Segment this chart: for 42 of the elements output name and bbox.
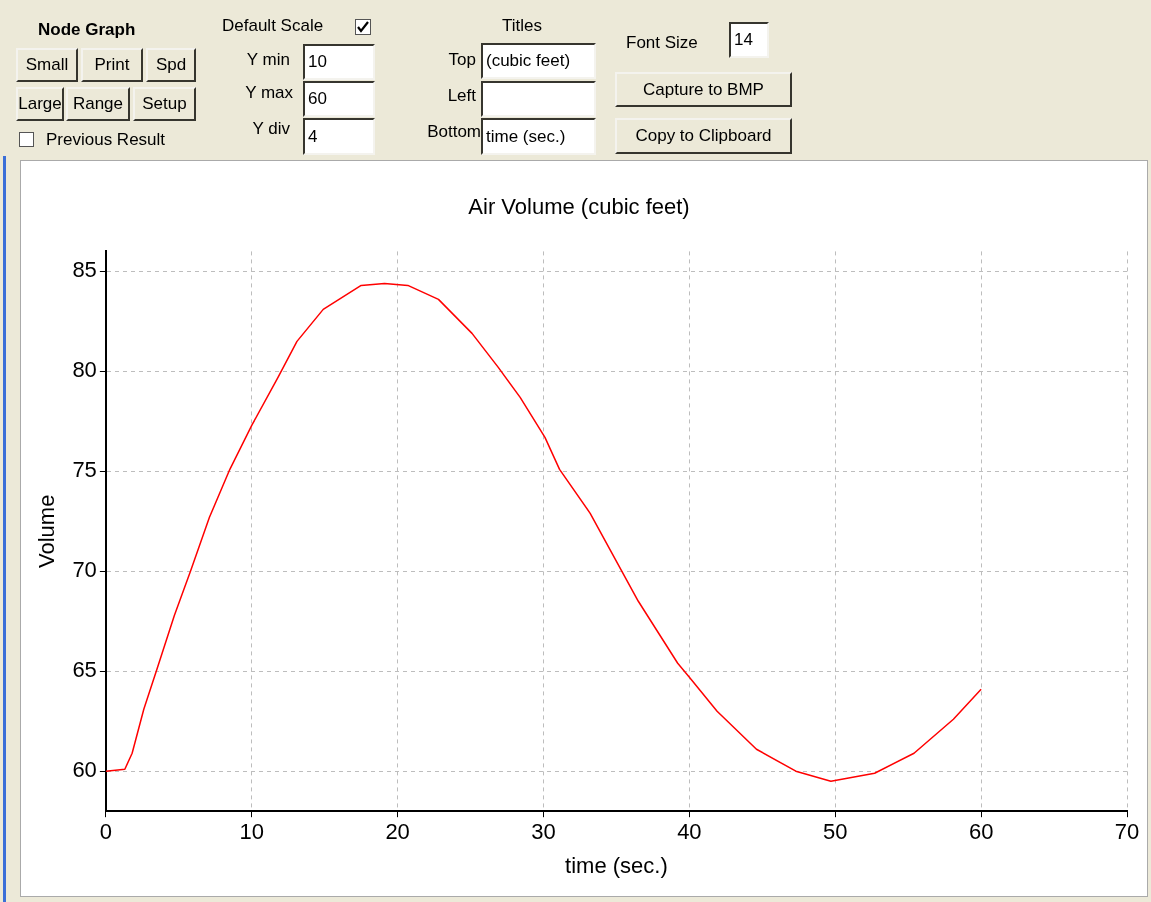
text: Range	[66, 87, 130, 121]
text: time (sec.)	[481, 118, 596, 155]
text: Y min	[246, 50, 290, 70]
text: Titles	[502, 16, 542, 36]
y-tick-label: 60	[72, 757, 97, 783]
text: Bottom	[427, 122, 481, 142]
x-tick-label: 30	[531, 819, 556, 845]
x-tick-label: 20	[385, 819, 410, 845]
text: Print	[81, 48, 143, 82]
y-tick-label: 85	[72, 257, 97, 283]
text: Default Scale	[222, 16, 324, 36]
text: Top	[448, 50, 476, 70]
y-axis-title: Volume	[34, 494, 60, 568]
text: Node Graph	[38, 20, 136, 40]
x-tick-label: 70	[1114, 819, 1140, 845]
text: Y max	[245, 83, 293, 103]
text: Setup	[133, 87, 196, 121]
text: (cubic feet)	[481, 43, 596, 79]
text: Y div	[252, 119, 290, 139]
x-tick-label: 0	[99, 819, 112, 845]
text: Small	[16, 48, 78, 82]
x-tick-label: 50	[823, 819, 848, 845]
y-tick-label: 65	[72, 657, 97, 683]
text: 10	[303, 44, 375, 80]
chart-title: Air Volume (cubic feet)	[468, 194, 690, 220]
x-tick-label: 40	[677, 819, 702, 845]
text: 14	[729, 22, 769, 58]
text: 4	[303, 118, 375, 155]
x-axis-title: time (sec.)	[565, 852, 668, 878]
y-tick-label: 70	[72, 557, 97, 583]
y-tick-label: 80	[72, 357, 97, 383]
text: Left	[447, 86, 476, 106]
text: Capture to BMP	[615, 72, 792, 107]
text: Copy to Clipboard	[615, 118, 792, 154]
text: Large	[16, 87, 64, 121]
text: 60	[303, 81, 375, 117]
x-tick-label: 10	[239, 819, 264, 845]
text: Previous Result	[46, 130, 166, 150]
y-tick-label: 75	[72, 457, 97, 483]
text: Spd	[146, 48, 196, 82]
text: Font Size	[626, 33, 698, 53]
x-tick-label: 60	[968, 819, 994, 845]
